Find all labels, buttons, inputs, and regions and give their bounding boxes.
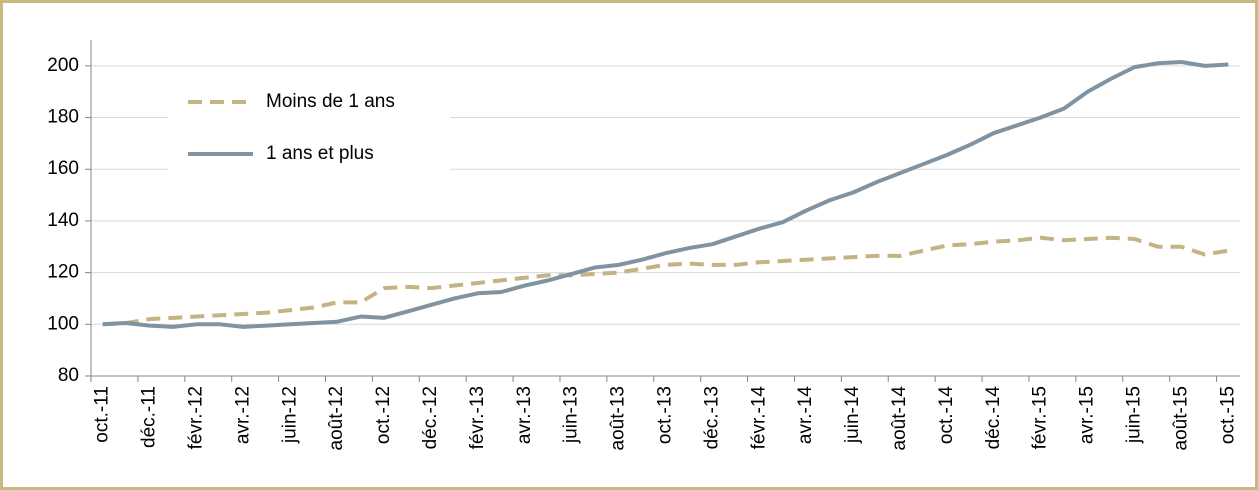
- legend: Moins de 1 ans 1 ans et plus: [168, 80, 450, 180]
- x-tick-label: avr.-14: [795, 386, 816, 445]
- x-tick-label: août-13: [608, 386, 629, 450]
- x-tick-label: juin-14: [842, 386, 863, 444]
- data-line: [102, 235, 1229, 327]
- x-tick-label: févr.-14: [748, 386, 769, 450]
- y-tick-label: 140: [47, 210, 79, 231]
- x-tick-label: oct.-11: [92, 386, 113, 443]
- x-tick-label: août-12: [326, 386, 347, 450]
- x-tick-label: avr.-12: [232, 386, 253, 444]
- x-tick-label: déc.-13: [701, 386, 722, 449]
- x-tick-label: févr.-13: [467, 386, 488, 449]
- y-tick-label: 160: [47, 158, 79, 179]
- x-tick-label: déc.-11: [139, 386, 160, 448]
- x-tick-label: déc.-12: [420, 386, 441, 449]
- y-tick-label: 100: [47, 313, 79, 334]
- y-tick-label: 180: [47, 107, 79, 128]
- y-tick-label: 120: [47, 262, 79, 283]
- x-tick-label: juin-13: [561, 386, 582, 444]
- x-tick-label: févr.-15: [1030, 386, 1051, 449]
- x-tick-label: oct.-12: [373, 386, 394, 444]
- legend-label: Moins de 1 ans: [266, 91, 395, 112]
- data-line: [102, 59, 1229, 329]
- x-tick-label: oct.-15: [1217, 386, 1238, 444]
- x-tick-label: avr.-13: [514, 386, 535, 444]
- x-tick-label: août-15: [1170, 386, 1191, 450]
- x-tick-label: juin-15: [1123, 386, 1144, 444]
- x-tick-label: févr.-12: [186, 386, 207, 449]
- x-tick-label: oct.-14: [936, 386, 957, 445]
- y-tick-label: 200: [47, 55, 79, 76]
- x-tick-label: juin-12: [279, 386, 300, 444]
- legend-box: [168, 80, 450, 180]
- legend-label: 1 ans et plus: [266, 143, 374, 164]
- y-tick-label: 80: [58, 365, 79, 386]
- x-tick-label: déc.-14: [983, 386, 1004, 450]
- x-tick-label: août-14: [889, 386, 910, 451]
- x-tick-label: oct.-13: [655, 386, 676, 444]
- x-tick-label: avr.-15: [1077, 386, 1098, 444]
